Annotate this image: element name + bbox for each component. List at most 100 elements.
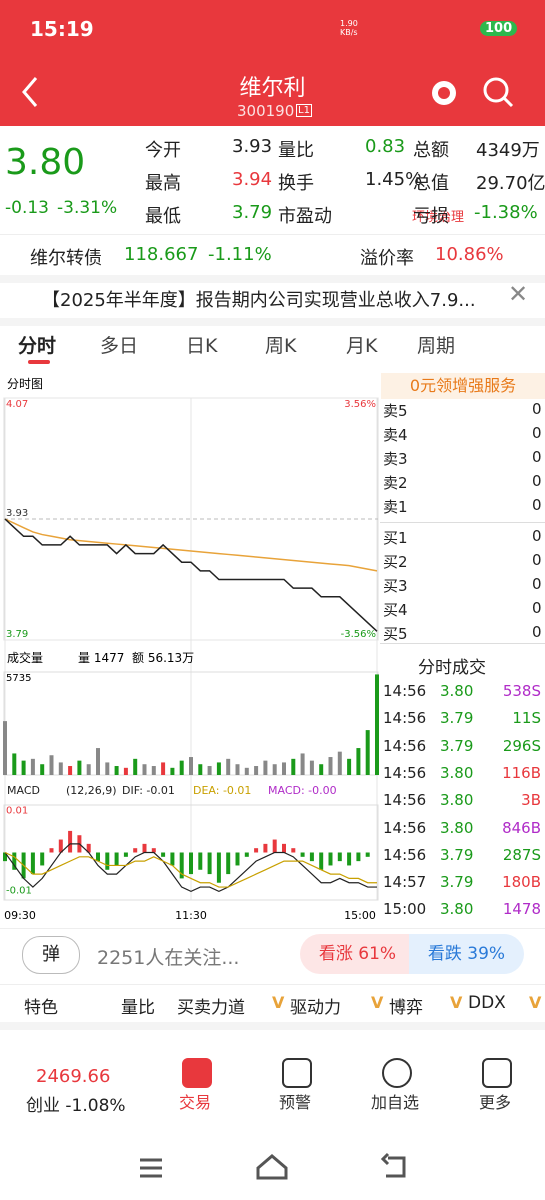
price-line — [4, 518, 378, 632]
quote-value: 29.70亿 — [476, 173, 545, 194]
volume-bar — [189, 757, 193, 775]
index-name[interactable]: 创业 -1.08% — [26, 1096, 126, 1116]
index-value: 2469.66 — [36, 1066, 111, 1087]
bull-vote[interactable]: 看涨 61% — [300, 934, 415, 974]
premium-value: 10.86% — [435, 244, 504, 265]
book-label: 卖1 — [383, 498, 408, 516]
trade-time: 14:56 — [383, 845, 427, 864]
quote-value: 4349万 — [476, 140, 540, 161]
macd-bar — [68, 830, 73, 853]
vip-mark: V — [272, 993, 285, 1012]
macd-bar — [282, 843, 286, 853]
trade-volume: 846B — [502, 818, 541, 837]
nav-item[interactable]: 交易 — [178, 1093, 211, 1112]
tab[interactable]: 周期 — [417, 335, 456, 357]
nav-item[interactable]: 加自选 — [370, 1093, 419, 1112]
trade-time: 14:56 — [383, 763, 427, 782]
book-volume: 0 — [532, 575, 542, 593]
news-ticker[interactable]: 【2025年半年度】报告期内公司实现营业总收入7.9... — [42, 290, 476, 311]
volume-bar — [272, 764, 277, 775]
vip-mark: V — [450, 993, 463, 1012]
macd-bar — [337, 852, 342, 862]
volume-bar — [58, 762, 63, 775]
nav-item[interactable]: 预警 — [278, 1093, 311, 1112]
macd-header: DEA: -0.01 — [193, 784, 251, 797]
trade-time: 14:56 — [383, 682, 427, 700]
book-label: 卖4 — [383, 426, 408, 444]
macd-bar — [309, 852, 314, 862]
macd-bar — [40, 852, 45, 866]
y-tick-label: 0.01 — [6, 805, 28, 816]
quote-label: 总额 — [413, 140, 449, 161]
toolbar-item[interactable]: 量比 — [121, 998, 155, 1018]
promo[interactable]: 0元领增强服务 — [381, 373, 545, 399]
trade-time: 14:56 — [383, 709, 427, 728]
book-volume: 0 — [532, 400, 542, 418]
macd-line — [4, 851, 377, 888]
macd-bar — [216, 852, 221, 883]
tab[interactable]: 月K — [346, 335, 378, 357]
header: 15:19 1.90 KB/s 100 维尔利 300190 L1 — [0, 0, 545, 126]
tab-active[interactable]: 分时 — [18, 335, 57, 357]
book-label: 买4 — [383, 601, 408, 619]
back-button[interactable] — [16, 74, 46, 110]
macd-header: (12,26,9) — [66, 784, 117, 797]
volume-bar — [300, 753, 305, 775]
toolbar-item[interactable]: DDX — [468, 993, 506, 1013]
quote-label: 最低 — [145, 206, 181, 227]
trade-time: 15:00 — [383, 900, 427, 919]
trade-price: 3.80 — [440, 791, 474, 810]
tab[interactable]: 日K — [186, 335, 218, 357]
book-volume: 0 — [532, 496, 542, 514]
close-news[interactable]: ✕ — [508, 280, 529, 308]
bond-name[interactable]: 维尔转债 — [30, 248, 102, 269]
volume-bar — [114, 766, 119, 775]
y-tick-label: 3.93 — [6, 508, 28, 519]
divider — [0, 984, 545, 985]
y-tick-label: -0.01 — [6, 886, 32, 897]
volume-bar — [170, 767, 175, 775]
toolbar-item[interactable]: 驱动力 — [290, 998, 341, 1018]
divider — [0, 1022, 545, 1030]
volume-bar — [123, 767, 128, 775]
book-volume: 0 — [532, 527, 542, 545]
volume-bar — [30, 758, 35, 775]
nav-icon[interactable] — [482, 1058, 512, 1088]
macd-bar — [49, 848, 54, 853]
macd-bar — [96, 852, 100, 862]
trade-volume: 11S — [512, 709, 541, 728]
assistant-icon[interactable] — [428, 74, 464, 110]
industry[interactable]: 环境治理 — [412, 210, 465, 225]
charts: 分时图 09:30 11:30 15:00 4.07 3.93 3.79 3.56% -3.56… — [3, 377, 379, 922]
toolbar-item[interactable]: 特色 — [24, 998, 58, 1018]
volume-bar — [198, 764, 203, 775]
volume-bar — [12, 753, 17, 775]
volume-label: 量 1477 — [78, 651, 124, 665]
battery: 100 — [480, 21, 518, 36]
nav-icon[interactable] — [382, 1058, 412, 1088]
search-button[interactable] — [480, 74, 516, 110]
nav-item[interactable]: 更多 — [478, 1093, 511, 1112]
volume-bar — [77, 760, 82, 775]
premium-label: 溢价率 — [360, 248, 414, 269]
tab[interactable]: 周K — [265, 335, 297, 357]
toolbar-item[interactable]: 买卖力道 — [177, 998, 245, 1018]
price-change-pct: -3.31% — [57, 198, 118, 218]
volume-bar — [365, 730, 370, 775]
volume-bar — [3, 721, 7, 775]
trade-volume: 116B — [502, 763, 541, 782]
book-volume: 0 — [532, 623, 542, 641]
toolbar-item[interactable]: 博弈 — [389, 998, 423, 1018]
nav-icon[interactable] — [282, 1058, 312, 1088]
macd-bar — [30, 852, 35, 875]
industry-pct: -1.38% — [474, 202, 538, 223]
macd-bar — [12, 852, 17, 870]
nav-icon[interactable] — [182, 1058, 212, 1088]
bear-vote[interactable]: 看跌 39% — [409, 934, 524, 974]
volume-bar — [254, 766, 259, 775]
bullet-button[interactable]: 弹 — [22, 936, 80, 974]
tab[interactable]: 多日 — [100, 335, 139, 357]
macd-bar — [328, 852, 333, 866]
book-volume: 0 — [532, 448, 542, 466]
